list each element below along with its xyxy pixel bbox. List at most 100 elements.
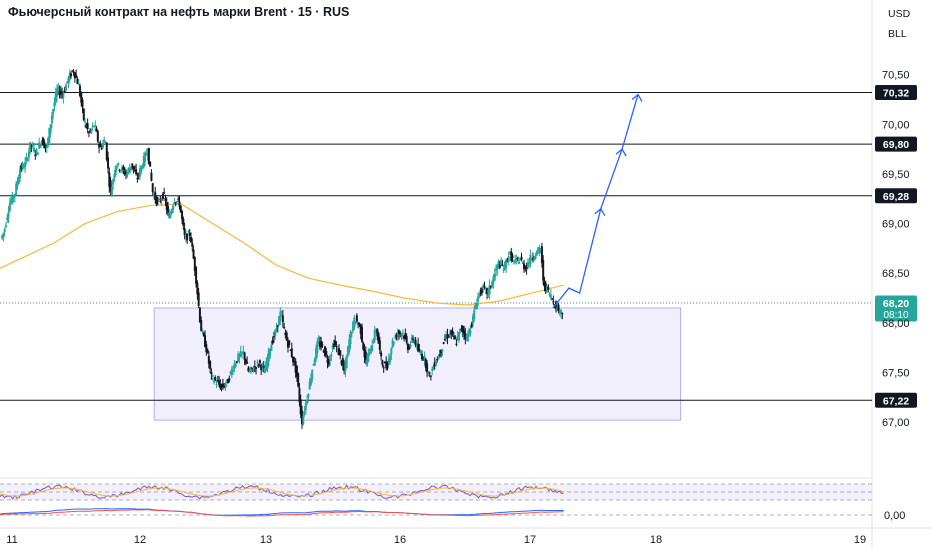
candle-body: [127, 168, 130, 171]
candle-body: [526, 262, 529, 268]
candle-body: [279, 311, 282, 322]
candle-body: [82, 108, 85, 121]
candle-body: [252, 369, 255, 373]
candle-body: [380, 352, 383, 357]
candle-body: [474, 306, 477, 309]
candle-body: [7, 211, 10, 218]
candle-body: [91, 125, 94, 128]
candle-body: [156, 200, 159, 202]
candle-body: [399, 332, 402, 334]
candle-body: [478, 293, 481, 296]
candle-body: [493, 273, 496, 281]
candle-body: [501, 264, 504, 266]
candle-body: [24, 162, 27, 168]
candle-body: [427, 371, 430, 373]
candle-body: [502, 269, 505, 271]
candle-body: [138, 168, 141, 177]
candle-body: [368, 348, 371, 352]
candle-body: [397, 330, 400, 334]
candle-body: [173, 202, 176, 205]
candle-body: [251, 367, 254, 369]
candle-body: [286, 340, 289, 348]
candle-body: [503, 261, 506, 270]
candle-body: [258, 360, 261, 363]
candle-body: [469, 330, 472, 333]
candle-body: [160, 199, 163, 201]
support-zone[interactable]: [153, 307, 682, 421]
candle-body: [34, 154, 37, 156]
candle-body: [537, 247, 540, 253]
candle-body: [75, 74, 78, 78]
candle-body: [124, 171, 127, 175]
candle-body: [396, 333, 399, 336]
candle-body: [239, 351, 242, 357]
projection-arrow[interactable]: [552, 94, 639, 309]
candle-body: [72, 71, 75, 73]
candle-body: [40, 141, 43, 146]
candle-body: [452, 336, 455, 338]
candle-body: [104, 143, 107, 145]
candle-body: [108, 172, 111, 187]
last-price-label: 68,20: [883, 298, 909, 310]
candle-body: [215, 383, 218, 385]
y-tick-label: 69,00: [882, 219, 910, 231]
candle-body: [373, 329, 376, 341]
candle-body: [216, 380, 219, 382]
candle-body: [525, 266, 528, 269]
candle-body: [228, 378, 231, 381]
candle-body: [329, 358, 332, 361]
candle-body: [159, 200, 162, 202]
candle-body: [292, 356, 295, 363]
candle-body: [272, 336, 275, 338]
candle-body: [464, 333, 467, 339]
candle-body: [229, 371, 232, 374]
candle-body: [219, 384, 222, 389]
candle-body: [405, 336, 408, 343]
candle-body: [284, 332, 287, 336]
candle-body: [110, 186, 113, 197]
candle-body: [298, 388, 301, 403]
candle-body: [165, 202, 168, 211]
candle-body: [445, 336, 448, 339]
candle-body: [161, 193, 164, 199]
candle-body: [115, 167, 118, 169]
candle-body: [500, 261, 503, 264]
candle-body: [547, 286, 550, 290]
candle-body: [535, 250, 538, 256]
x-tick-label: 11: [6, 534, 17, 546]
candle-body: [182, 218, 185, 226]
candle-body: [234, 363, 237, 367]
candle-body: [54, 92, 57, 103]
currency-label: USD: [888, 8, 911, 20]
candle-body: [211, 375, 214, 377]
candle-body: [163, 192, 166, 194]
candle-body: [71, 70, 74, 72]
candle-body: [114, 166, 117, 176]
candle-body: [293, 361, 296, 363]
candle-body: [99, 143, 102, 148]
candle-body: [181, 210, 184, 220]
candle-body: [205, 344, 208, 352]
candle-body: [542, 259, 545, 281]
candle-body: [93, 126, 96, 128]
candle-body: [551, 298, 554, 300]
level-tag: [875, 136, 917, 152]
candle-body: [94, 124, 97, 127]
candle-body: [41, 137, 44, 146]
candle-body: [223, 385, 226, 388]
candle-body: [248, 370, 251, 372]
candle-body: [39, 145, 42, 147]
candle-body: [297, 373, 300, 387]
candle-body: [164, 198, 167, 202]
candle-body: [288, 340, 291, 345]
candle-body: [112, 179, 115, 185]
candle-body: [552, 301, 555, 303]
candle-body: [442, 342, 445, 344]
candle-body: [355, 315, 358, 322]
candle-body: [432, 366, 435, 371]
candle-body: [66, 81, 69, 83]
candle-body: [418, 349, 421, 352]
candle-body: [349, 331, 352, 345]
level-tag-label: 69,80: [883, 139, 909, 151]
